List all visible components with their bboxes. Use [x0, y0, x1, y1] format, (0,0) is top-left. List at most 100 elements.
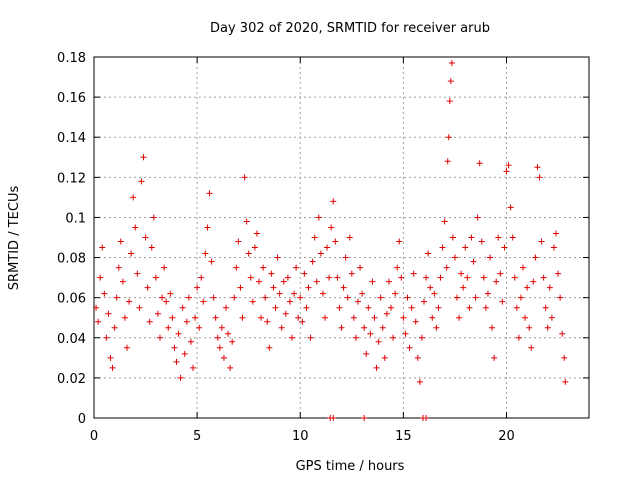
data-point	[165, 324, 172, 331]
data-point	[472, 294, 479, 301]
data-point	[503, 168, 510, 175]
data-point	[157, 334, 163, 341]
data-point	[528, 344, 535, 351]
data-point	[524, 284, 531, 291]
data-point	[241, 174, 248, 181]
data-point	[394, 264, 401, 271]
data-point	[260, 264, 267, 271]
data-point	[243, 218, 250, 225]
data-point	[144, 284, 151, 291]
data-point	[474, 214, 481, 221]
data-point	[225, 330, 232, 337]
data-point	[429, 314, 436, 321]
data-point	[398, 274, 405, 281]
data-point	[497, 270, 504, 277]
data-point	[446, 98, 453, 105]
data-point	[322, 314, 328, 321]
data-point	[373, 364, 380, 371]
x-tick-label: 15	[395, 429, 412, 444]
y-tick-label: 0.04	[57, 332, 86, 347]
data-point	[173, 358, 180, 365]
data-point	[388, 304, 394, 311]
data-point	[253, 230, 260, 237]
data-point	[334, 274, 341, 281]
data-point	[326, 274, 333, 281]
data-point	[346, 234, 353, 241]
data-point	[169, 314, 176, 321]
data-point	[286, 298, 293, 305]
axis-ticks: 0 0.02 0.04 0.06 0.08 0.1 0.12 0.14 0.16 0.18 0 5 10…	[57, 51, 589, 444]
data-point	[476, 160, 483, 167]
data-point	[293, 264, 300, 271]
x-axis-label: GPS time / hours	[296, 459, 405, 474]
data-point	[113, 294, 120, 301]
data-point	[183, 318, 190, 325]
data-point	[136, 304, 143, 311]
data-point	[530, 278, 537, 285]
data-point	[449, 234, 456, 241]
data-point	[181, 350, 188, 357]
data-point	[507, 204, 514, 211]
y-tick-label: 0.12	[57, 171, 86, 186]
data-point	[330, 415, 337, 421]
x-tick-label: 5	[193, 429, 201, 444]
data-point	[235, 238, 242, 245]
data-point	[445, 134, 452, 141]
data-point	[425, 250, 432, 257]
data-point	[97, 274, 104, 281]
data-point	[204, 224, 211, 231]
data-point	[239, 314, 246, 321]
data-point	[416, 378, 423, 385]
data-point	[542, 304, 549, 311]
data-point	[381, 354, 388, 361]
data-point	[148, 244, 155, 251]
data-point	[404, 294, 411, 301]
data-point	[342, 254, 349, 261]
data-point	[408, 304, 415, 311]
data-point	[536, 174, 543, 181]
data-points	[93, 60, 569, 421]
data-point	[202, 250, 209, 257]
data-point	[336, 304, 343, 311]
x-tick-label: 20	[498, 429, 515, 444]
data-point	[101, 290, 108, 297]
data-point	[396, 238, 403, 245]
data-point	[95, 318, 102, 325]
data-point	[119, 278, 126, 285]
data-point	[142, 234, 149, 241]
data-point	[515, 334, 522, 341]
data-point	[237, 284, 244, 291]
data-point	[462, 244, 469, 251]
data-point	[190, 364, 196, 371]
data-point	[208, 258, 215, 265]
data-point	[491, 354, 498, 361]
data-point	[499, 298, 506, 305]
data-point	[522, 314, 529, 321]
data-point	[511, 274, 518, 281]
data-point	[109, 364, 116, 371]
data-point	[553, 230, 559, 237]
data-point	[546, 284, 553, 291]
data-point	[115, 264, 122, 271]
data-point	[233, 264, 240, 271]
data-point	[513, 304, 520, 311]
data-point	[171, 344, 178, 351]
data-point	[431, 290, 438, 297]
data-point	[562, 378, 569, 385]
data-point	[412, 318, 419, 325]
data-point	[555, 270, 562, 277]
data-point	[561, 354, 568, 361]
data-point	[214, 334, 221, 341]
data-point	[132, 224, 139, 231]
data-point	[441, 218, 448, 225]
data-point	[361, 415, 368, 421]
grid	[94, 57, 589, 418]
y-tick-label: 0.18	[57, 51, 86, 66]
data-point	[177, 374, 184, 381]
data-point	[105, 310, 112, 317]
data-point	[276, 290, 283, 297]
data-point	[295, 314, 302, 321]
data-point	[439, 244, 446, 251]
data-point	[319, 290, 326, 297]
data-point	[447, 78, 454, 85]
